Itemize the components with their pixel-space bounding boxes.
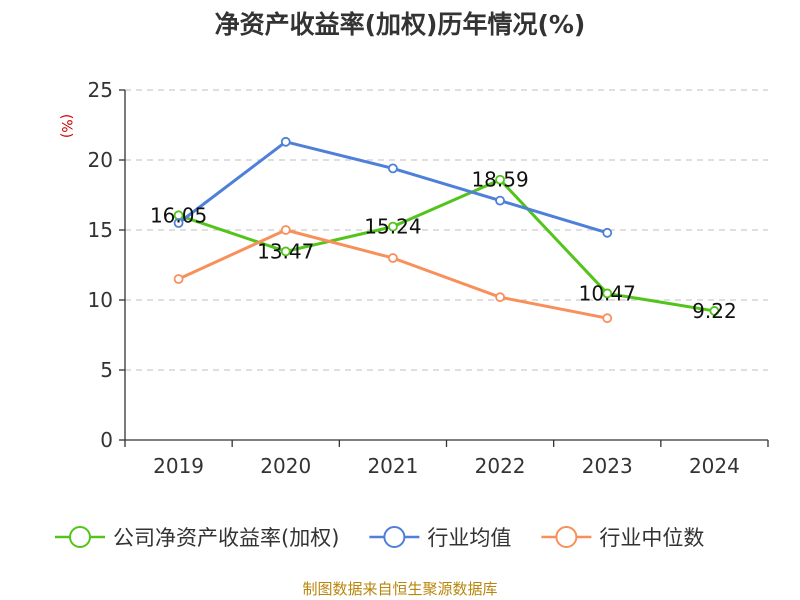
data-label: 10.47 — [579, 281, 636, 305]
data-point — [280, 225, 291, 235]
legend-label: 行业均值 — [427, 526, 511, 550]
data-point — [602, 227, 613, 238]
data-point — [602, 313, 613, 324]
x-tick-label: 2021 — [367, 454, 418, 478]
y-tick-label: 5 — [100, 358, 113, 382]
axes: 0 5 10 15 20 25 2019 2020 2021 2022 2023 2024 — [88, 78, 769, 478]
y-tick-label: 0 — [100, 428, 113, 452]
data-point — [173, 218, 184, 228]
legend-marker — [383, 526, 406, 548]
legend-marker — [69, 526, 91, 548]
grid-lines — [125, 89, 768, 371]
data-point — [495, 174, 505, 185]
series-group — [173, 136, 720, 324]
data-point — [388, 221, 398, 232]
x-tick-label: 2020 — [260, 454, 311, 478]
y-tick-label: 25 — [88, 78, 113, 102]
legend-marker — [555, 526, 578, 548]
data-point — [388, 253, 398, 263]
chart-title: 净资产收益率(加权)历年情况(%) — [215, 10, 586, 39]
y-tick-label: 15 — [88, 218, 113, 242]
data-point — [173, 274, 184, 284]
data-label: 16.05 — [150, 203, 207, 227]
data-label: 15.24 — [364, 215, 421, 239]
legend: 公司净资产收益率(加权) 行业均值 行业中位数 — [55, 526, 704, 550]
source-note: 制图数据来自恒生聚源数据库 — [302, 580, 497, 598]
series-line-2 — [177, 228, 608, 320]
data-point — [709, 306, 720, 316]
x-tick-label: 2019 — [153, 454, 204, 478]
data-point — [495, 292, 505, 303]
x-tick-label: 2023 — [582, 454, 633, 478]
data-label: 18.59 — [471, 168, 528, 192]
data-label: 13.47 — [257, 239, 314, 263]
data-point — [495, 195, 505, 206]
data-point — [280, 136, 291, 147]
y-tick-label: 20 — [88, 148, 113, 172]
data-point — [280, 246, 291, 257]
y-tick-label: 10 — [88, 288, 113, 312]
legend-label: 行业中位数 — [599, 526, 704, 550]
data-label: 9.22 — [692, 299, 737, 323]
series-line-0 — [178, 178, 715, 313]
y-axis-label: (%) — [58, 114, 74, 138]
data-labels: 16.05 13.47 15.24 18.59 10.47 9.22 — [150, 168, 737, 323]
legend-label: 公司净资产收益率(加权) — [113, 526, 339, 550]
x-tick-label: 2022 — [475, 454, 526, 478]
data-point — [388, 163, 398, 174]
x-tick-label: 2024 — [689, 454, 740, 478]
data-point — [602, 288, 613, 299]
